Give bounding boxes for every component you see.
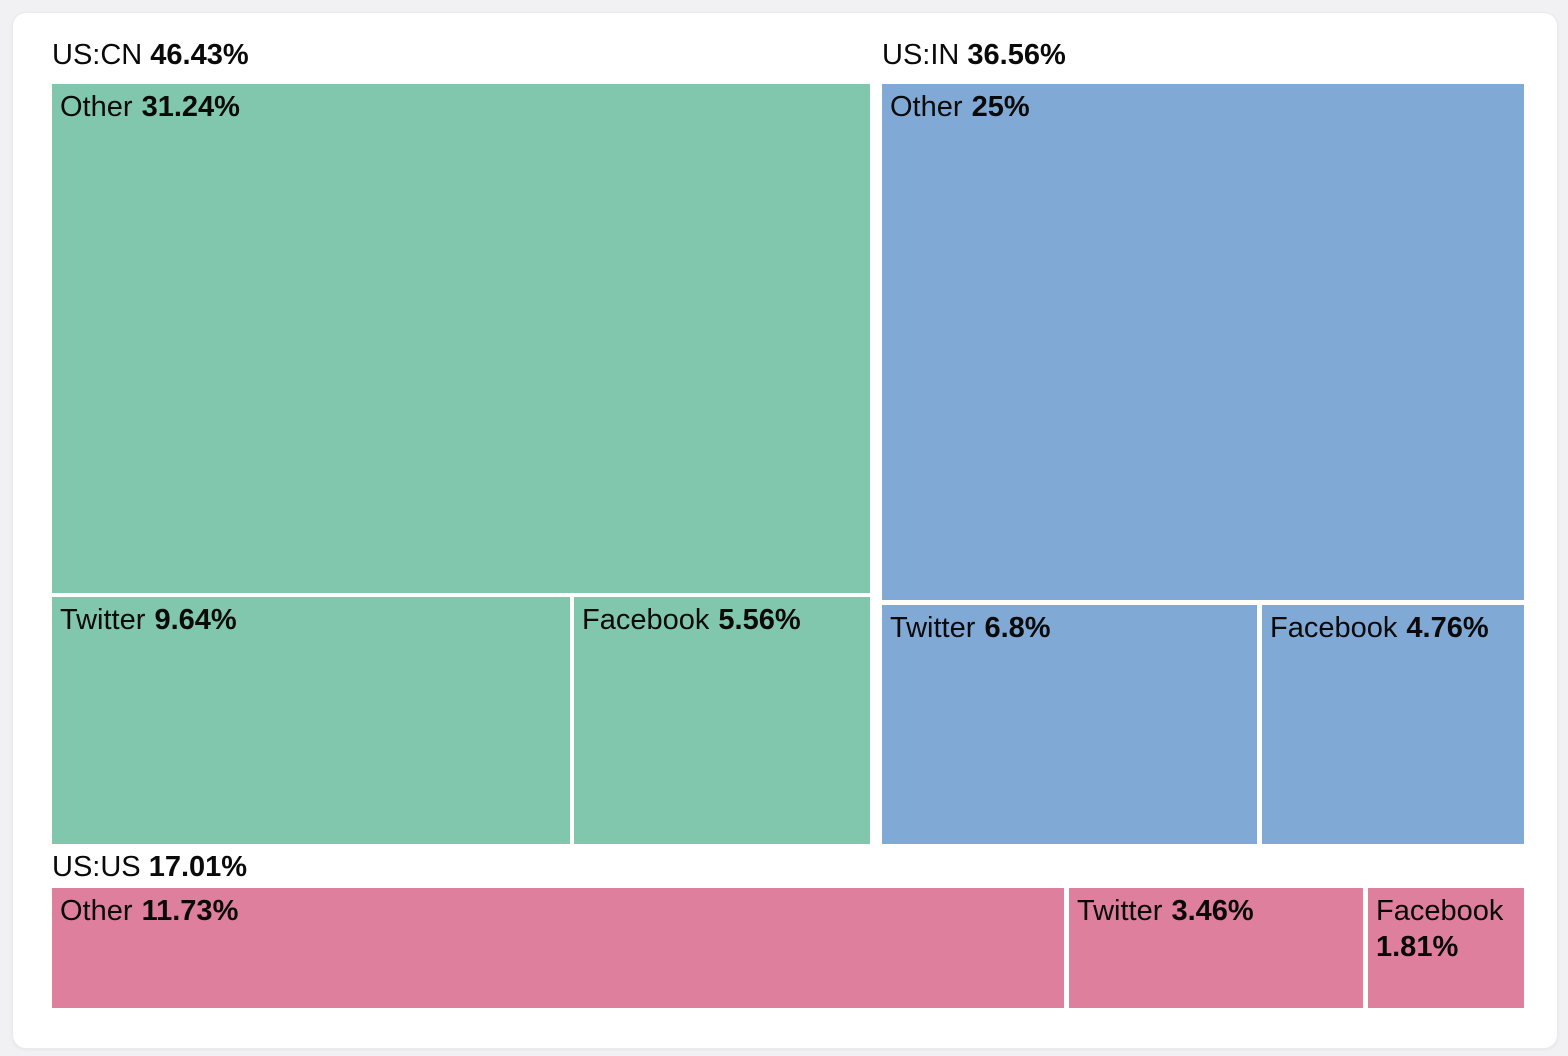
group-value: 17.01% bbox=[148, 851, 248, 883]
treemap-cell-us-cn-facebook[interactable]: Facebook 5.56% bbox=[574, 597, 870, 844]
treemap-cell-us-in-other[interactable]: Other 25% bbox=[882, 84, 1524, 600]
group-label: US:US bbox=[52, 851, 141, 883]
cell-value: 5.56% bbox=[718, 604, 801, 636]
treemap-group-header-us-us: US:US 17.01% bbox=[52, 850, 247, 884]
cell-label: Facebook bbox=[582, 604, 710, 636]
cell-value: 1.81% bbox=[1376, 931, 1459, 963]
cell-label: Twitter bbox=[60, 604, 146, 636]
cell-label: Facebook bbox=[1376, 895, 1504, 927]
treemap-cell-us-us-twitter[interactable]: Twitter 3.46% bbox=[1069, 888, 1363, 1008]
cell-label: Twitter bbox=[890, 612, 976, 644]
cell-label: Twitter bbox=[1077, 895, 1163, 927]
cell-label: Other bbox=[60, 91, 133, 123]
cell-label: Facebook bbox=[1270, 612, 1398, 644]
cell-label: Other bbox=[890, 91, 963, 123]
cell-label: Other bbox=[60, 895, 133, 927]
group-label: US:CN bbox=[52, 39, 143, 71]
group-label: US:IN bbox=[882, 39, 960, 71]
cell-value: 25% bbox=[971, 91, 1030, 123]
treemap-cell-us-us-facebook[interactable]: Facebook 1.81% bbox=[1368, 888, 1524, 1008]
treemap-cell-us-in-twitter[interactable]: Twitter 6.8% bbox=[882, 605, 1257, 844]
treemap-cell-us-in-facebook[interactable]: Facebook 4.76% bbox=[1262, 605, 1524, 844]
cell-value: 6.8% bbox=[984, 612, 1051, 644]
treemap-group-header-us-cn: US:CN 46.43% bbox=[52, 38, 249, 72]
treemap-cell-us-cn-twitter[interactable]: Twitter 9.64% bbox=[52, 597, 570, 844]
treemap-cell-us-us-other[interactable]: Other 11.73% bbox=[52, 888, 1064, 1008]
treemap-cell-us-cn-other[interactable]: Other 31.24% bbox=[52, 84, 870, 593]
cell-value: 31.24% bbox=[141, 91, 240, 123]
cell-value: 9.64% bbox=[154, 604, 237, 636]
treemap-group-header-us-in: US:IN 36.56% bbox=[882, 38, 1066, 72]
group-value: 36.56% bbox=[967, 39, 1066, 71]
cell-value: 4.76% bbox=[1406, 612, 1489, 644]
group-value: 46.43% bbox=[150, 39, 249, 71]
cell-value: 3.46% bbox=[1171, 895, 1254, 927]
cell-value: 11.73% bbox=[141, 895, 239, 927]
